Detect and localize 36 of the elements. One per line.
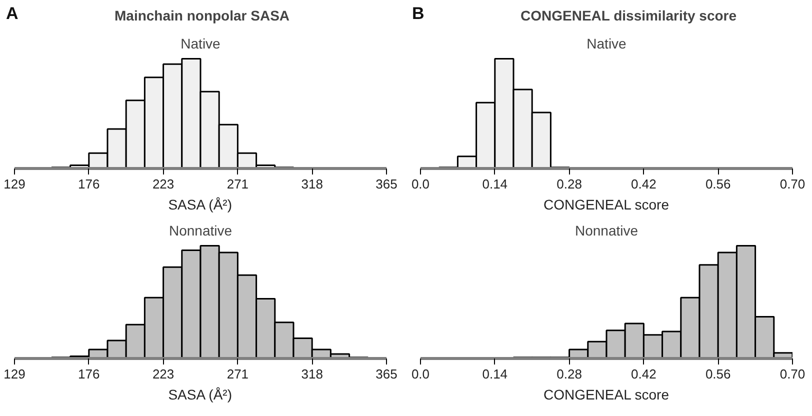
chart-subtitle: Nonnative	[168, 222, 232, 238]
x-tick-label: 0.0	[411, 176, 430, 192]
x-tick-label: 0.14	[482, 176, 508, 192]
x-tick-label: 271	[226, 366, 249, 382]
x-tick-label: 271	[226, 176, 249, 192]
x-tick-label: 0.56	[705, 176, 731, 192]
x-tick-label: 0.56	[705, 366, 731, 382]
x-tick-label: 0.28	[556, 366, 582, 382]
x-tick-label: 0.0	[411, 366, 430, 382]
x-tick-label: 318	[301, 176, 323, 192]
x-tick-label: 176	[78, 176, 100, 192]
chart-subtitle: Native	[180, 36, 221, 52]
x-tick-label: 0.42	[631, 176, 656, 192]
x-tick-label: 176	[78, 366, 100, 382]
chart-subtitle: Native	[586, 36, 627, 52]
x-tick-label: 0.28	[556, 176, 582, 192]
x-axis-title: CONGENEAL score	[543, 196, 670, 212]
x-tick-label: 129	[4, 176, 26, 192]
x-tick-label: 129	[4, 366, 26, 382]
x-tick-label: 0.14	[482, 366, 508, 382]
text: A	[6, 4, 18, 24]
chart-subtitle: Nonnative	[574, 222, 638, 238]
x-tick-label: 365	[376, 366, 398, 382]
x-tick-label: 223	[152, 176, 174, 192]
text: B	[412, 4, 424, 24]
x-tick-label: 365	[376, 176, 398, 192]
chart-title: Mainchain nonpolar SASA	[114, 8, 290, 24]
x-tick-label: 0.42	[631, 366, 656, 382]
chart-title: CONGENEAL dissimilarity score	[520, 8, 737, 24]
x-axis-title: SASA (Å²)	[168, 196, 232, 212]
x-axis-title: CONGENEAL score	[543, 386, 670, 402]
x-tick-label: 318	[301, 366, 323, 382]
x-axis-title: SASA (Å²)	[168, 386, 232, 402]
x-tick-label: 0.70	[780, 176, 806, 192]
x-tick-label: 0.70	[780, 366, 806, 382]
x-tick-label: 223	[152, 366, 174, 382]
